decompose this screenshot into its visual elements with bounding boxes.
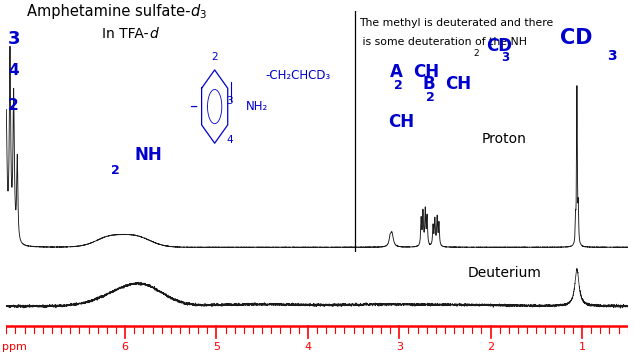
Text: CH: CH	[413, 63, 439, 81]
Text: CH: CH	[388, 113, 415, 131]
Text: Proton: Proton	[482, 132, 527, 146]
Text: 4: 4	[226, 135, 233, 145]
Text: 3: 3	[8, 30, 21, 48]
Text: The methyl is deuterated and there: The methyl is deuterated and there	[359, 18, 553, 28]
Text: 2: 2	[394, 79, 403, 92]
Text: -CH₂CHCD₃: -CH₂CHCD₃	[265, 69, 330, 82]
Text: A: A	[390, 63, 403, 81]
Text: 2: 2	[425, 91, 434, 104]
Text: 2: 2	[211, 51, 218, 62]
Text: Amphetamine sulfate-: Amphetamine sulfate-	[27, 4, 190, 19]
Text: 2: 2	[8, 98, 19, 113]
Text: CD: CD	[486, 37, 512, 55]
Text: CH: CH	[445, 75, 471, 93]
Text: 3: 3	[396, 342, 403, 352]
Text: $d_3$: $d_3$	[190, 2, 207, 21]
Text: NH: NH	[134, 146, 162, 164]
Text: 3: 3	[607, 49, 616, 63]
Text: B: B	[422, 75, 435, 93]
Text: 4: 4	[8, 63, 19, 78]
Text: CD: CD	[560, 28, 593, 48]
Text: 6: 6	[122, 342, 129, 352]
Text: 2: 2	[487, 342, 494, 352]
Text: ppm: ppm	[2, 342, 27, 352]
Text: $d$: $d$	[149, 26, 160, 41]
Text: 5: 5	[213, 342, 220, 352]
Text: 4: 4	[304, 342, 311, 352]
Text: 1: 1	[578, 342, 585, 352]
Text: NH₂: NH₂	[246, 100, 268, 113]
Text: 2: 2	[474, 49, 479, 58]
Text: 3: 3	[501, 51, 510, 64]
Text: Deuterium: Deuterium	[467, 266, 541, 280]
Text: 3: 3	[226, 96, 233, 105]
Text: 2: 2	[110, 164, 119, 177]
Text: is some deuteration of the NH: is some deuteration of the NH	[359, 37, 527, 47]
Text: In TFA-: In TFA-	[103, 27, 149, 41]
